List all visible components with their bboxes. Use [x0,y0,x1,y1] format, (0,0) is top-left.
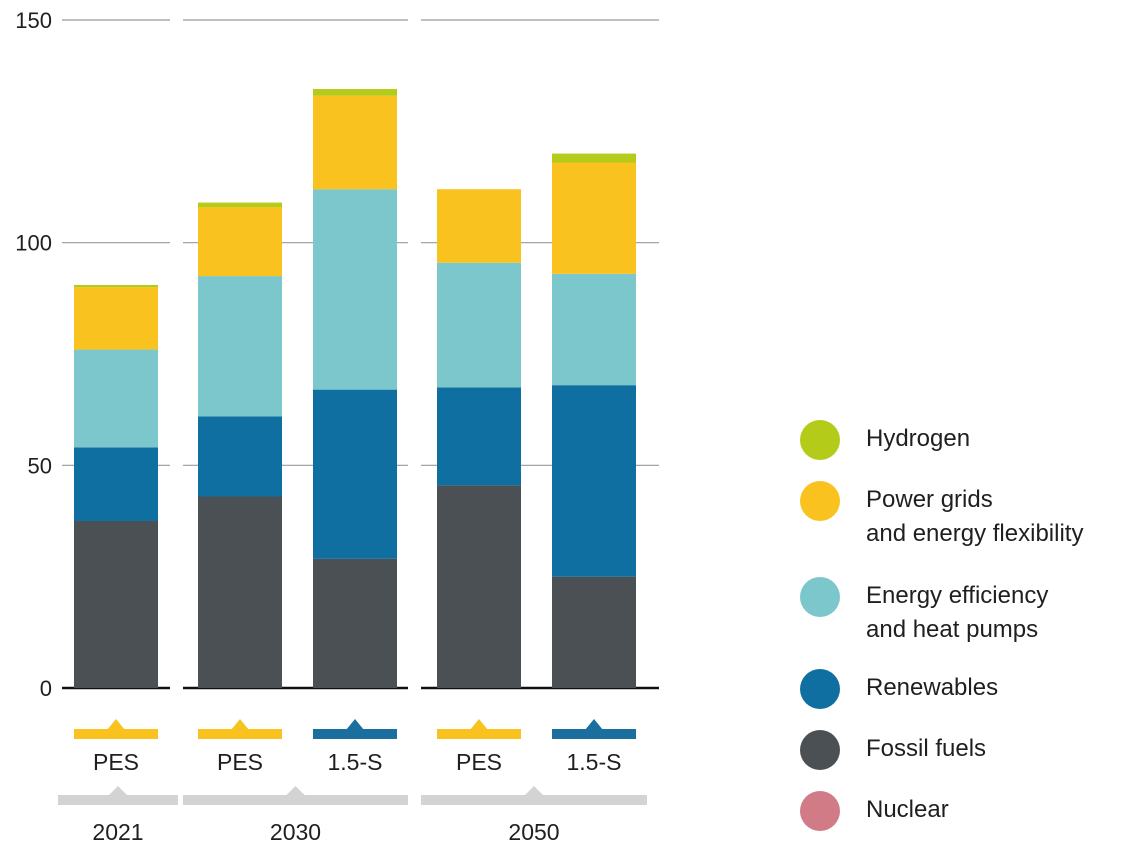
scenario-marker-arrow [107,719,125,730]
bar-segment [552,385,636,577]
legend-swatch [800,420,840,460]
legend-item: Energy efficiency and heat pumps [800,577,1146,669]
y-tick-label: 0 [40,676,52,701]
legend-item: Fossil fuels [800,730,1146,791]
scenario-label: PES [217,749,263,775]
year-bracket [58,795,178,805]
year-bracket-arrow [108,786,128,796]
bar-segment [313,95,397,190]
bar-segment [437,387,521,486]
bar-segment [313,558,397,688]
y-tick-label: 50 [28,453,52,478]
legend-item: Power grids and energy flexibility [800,481,1146,577]
bar-segment [198,496,282,688]
bar-segment [552,576,636,688]
scenario-marker [198,729,282,739]
legend-swatch [800,577,840,617]
scenario-label: 1.5-S [567,749,622,775]
bar-segment [74,284,158,288]
legend-swatch [800,791,840,831]
bar-segment [437,262,521,388]
stacked-bar-chart: 0 50 100 150 PES PES 1.5-S PES 1.5-S 2021 2030 2050 [15,8,659,845]
bar-segment [198,207,282,277]
bar-segment [552,162,636,274]
legend-label: Energy efficiency and heat pumps [866,582,1049,643]
scenario-marker [437,729,521,739]
scenario-marker [74,729,158,739]
legend-swatch [800,481,840,521]
legend: Hydrogen Power grids and energy flexibili… [800,420,1146,852]
year-label: 2021 [92,819,143,845]
legend-item: Hydrogen [800,420,1146,481]
scenario-marker-arrow [346,719,364,730]
year-bracket-arrow [524,786,544,796]
legend-swatch [800,669,840,709]
bar-segment [552,273,636,386]
year-bracket [183,795,408,805]
bar-segment [437,485,521,688]
legend-swatch [800,730,840,770]
scenario-marker [313,729,397,739]
scenario-marker-arrow [585,719,603,730]
scenario-marker-arrow [470,719,488,730]
legend-item: Renewables [800,669,1146,730]
year-bracket-arrow [285,786,306,796]
bar-segment [74,287,158,350]
bar-segment [74,349,158,448]
bar-segment [198,202,282,208]
bar-segment [74,521,158,688]
y-tick-label: 100 [15,231,52,256]
year-bracket [421,795,647,805]
legend-label: Power grids and energy flexibility [866,486,1084,547]
legend-label: Hydrogen [866,425,971,452]
bar-segment [198,276,282,417]
bar-segment [437,189,521,263]
legend-label: Fossil fuels [866,735,987,762]
bar-segment [74,447,158,521]
scenario-marker [552,729,636,739]
scenario-marker-arrow [231,719,249,730]
y-tick-label: 150 [15,8,52,33]
bar-segment [313,89,397,96]
bar-segment [313,189,397,390]
year-label: 2050 [508,819,559,845]
legend-label: Nuclear [866,796,949,823]
bar-segment [313,389,397,559]
year-label: 2030 [270,819,321,845]
bar-segment [552,153,636,163]
scenario-label: PES [456,749,502,775]
legend-label: Renewables [866,674,999,701]
bar-segment [198,416,282,497]
scenario-label: 1.5-S [328,749,383,775]
scenario-label: PES [93,749,139,775]
legend-item: Nuclear [800,791,1146,852]
